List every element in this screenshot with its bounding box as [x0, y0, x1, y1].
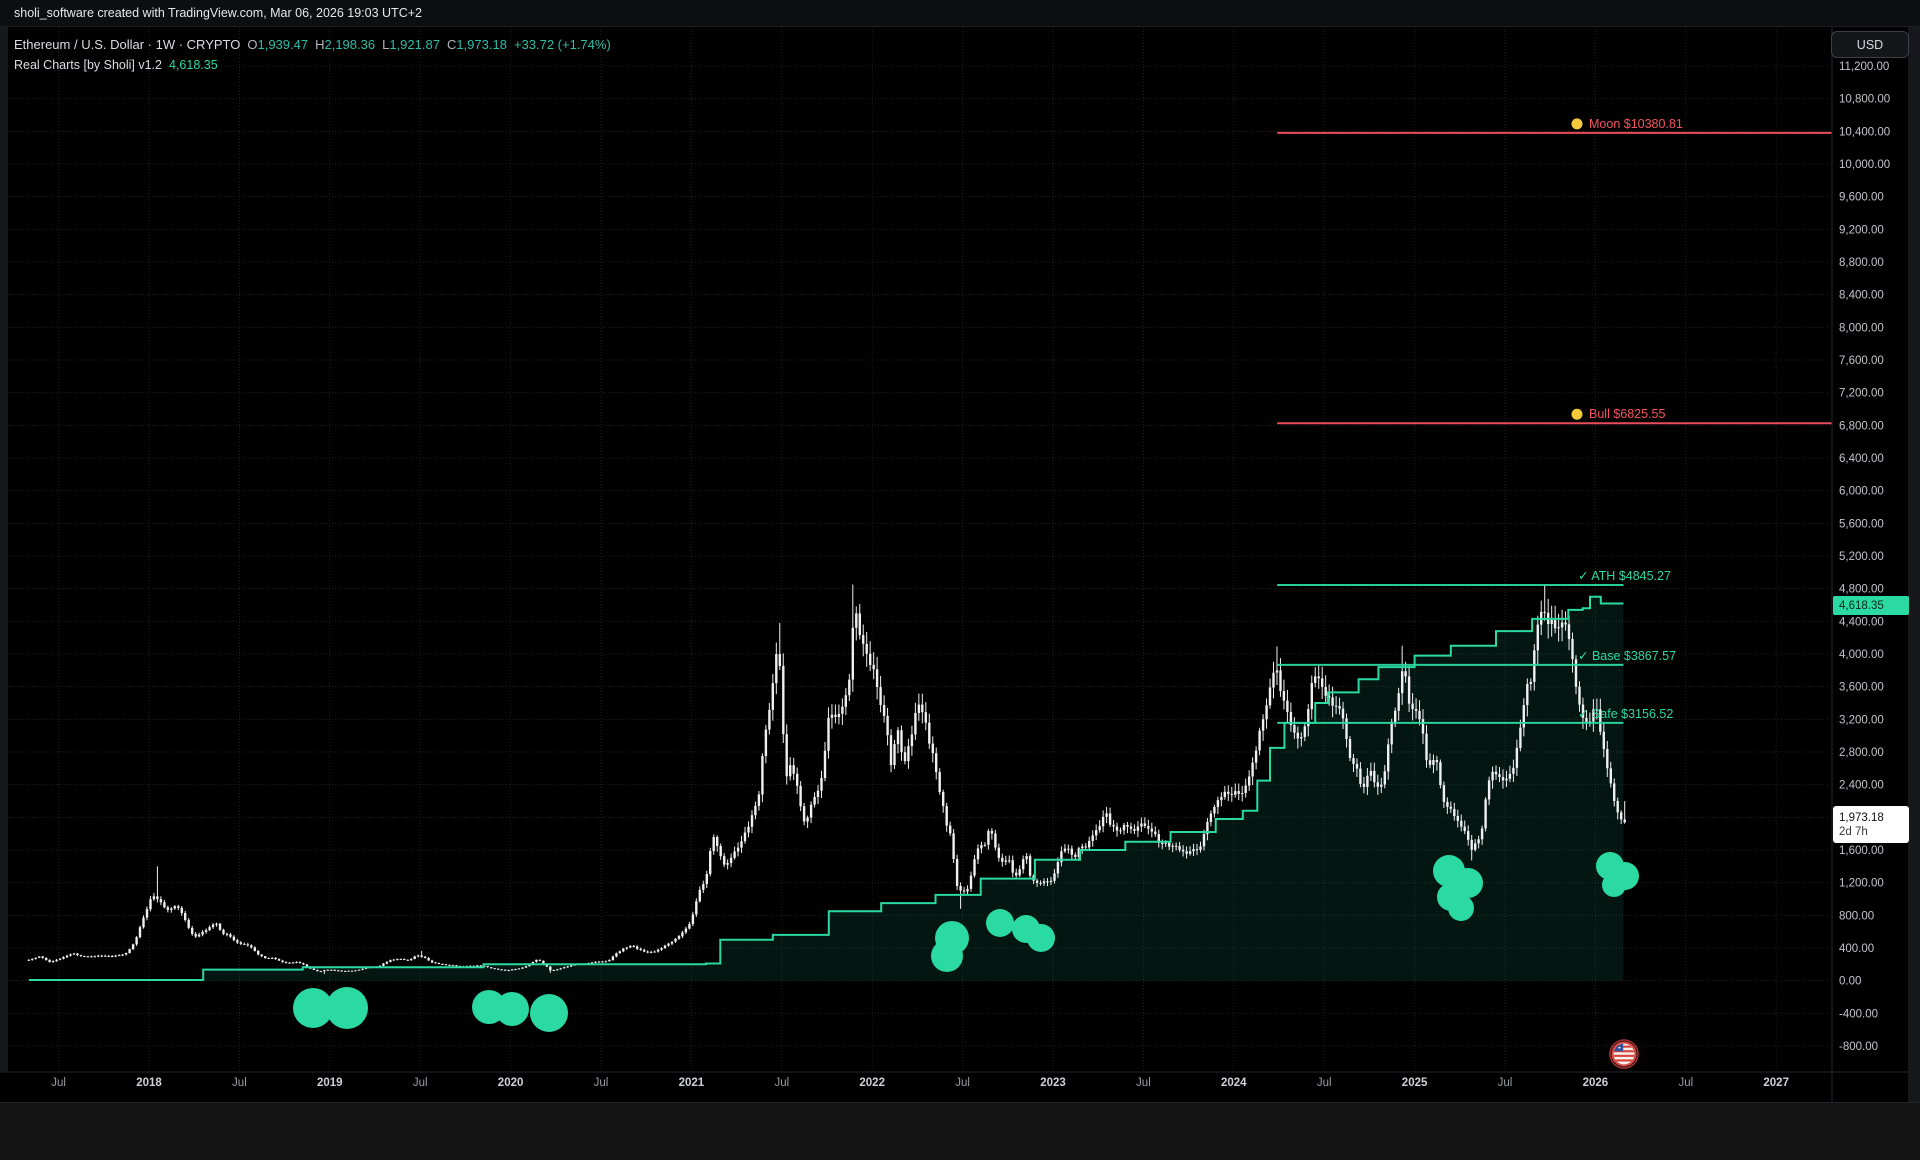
level-lines: Moon $10380.81 Bull $6825.55 ✓ ATH $4845.2… [1277, 117, 1832, 724]
svg-text:400.00: 400.00 [1839, 943, 1874, 955]
svg-text:Jul: Jul [955, 1077, 970, 1089]
svg-text:✓ Safe $3156.52: ✓ Safe $3156.52 [1578, 707, 1673, 721]
pane-right-edge [1908, 27, 1920, 1102]
indicator-title[interactable]: Real Charts [by Sholi] v1.2 [14, 58, 162, 72]
svg-text:2023: 2023 [1040, 1077, 1066, 1089]
svg-text:8,000.00: 8,000.00 [1839, 322, 1884, 334]
svg-text:Jul: Jul [1317, 1077, 1332, 1089]
svg-text:6,400.00: 6,400.00 [1839, 453, 1884, 465]
ohlc-letter: L [382, 37, 390, 52]
indicator-value: 4,618.35 [169, 58, 218, 72]
svg-text:2018: 2018 [136, 1077, 162, 1089]
svg-text:0.00: 0.00 [1839, 976, 1861, 988]
signal-blob-markers [293, 852, 1639, 1032]
svg-text:10,800.00: 10,800.00 [1839, 94, 1890, 106]
svg-text:800.00: 800.00 [1839, 910, 1874, 922]
ohlc-value: 1,973.18 [456, 37, 507, 52]
svg-text:7,200.00: 7,200.00 [1839, 388, 1884, 400]
svg-text:Bull $6825.55: Bull $6825.55 [1589, 407, 1666, 421]
svg-text:9,200.00: 9,200.00 [1839, 224, 1884, 236]
ohlc-letter: O [247, 37, 258, 52]
svg-text:6,000.00: 6,000.00 [1839, 486, 1884, 498]
svg-text:11,200.00: 11,200.00 [1839, 61, 1889, 73]
symbol-title[interactable]: Ethereum / U.S. Dollar · 1W · CRYPTO [14, 37, 241, 52]
svg-text:2024: 2024 [1221, 1077, 1247, 1089]
chart-legend: Ethereum / U.S. Dollar · 1W · CRYPTO O1,9… [14, 36, 611, 74]
svg-text:5,600.00: 5,600.00 [1839, 518, 1884, 530]
svg-text:4,800.00: 4,800.00 [1839, 584, 1884, 596]
ohlc-value: 1,939.47 [257, 37, 309, 52]
attribution-text: sholi_software created with TradingView.… [14, 6, 422, 20]
svg-text:1,600.00: 1,600.00 [1839, 845, 1884, 857]
change-readout: +33.72 (+1.74%) [513, 37, 611, 52]
indicator-price-badge: 4,618.35 [1833, 596, 1909, 615]
svg-text:3,600.00: 3,600.00 [1839, 682, 1884, 694]
svg-text:2,400.00: 2,400.00 [1839, 780, 1884, 792]
us-flag-event-icon[interactable] [1609, 1039, 1639, 1069]
bar-countdown: 2d 7h [1839, 825, 1868, 838]
svg-text:2022: 2022 [859, 1077, 885, 1089]
svg-text:2027: 2027 [1763, 1077, 1789, 1089]
ohlc-letter: H [315, 37, 325, 52]
svg-text:✓ ATH $4845.27: ✓ ATH $4845.27 [1578, 569, 1671, 583]
svg-text:2019: 2019 [317, 1077, 343, 1089]
svg-text:3,200.00: 3,200.00 [1839, 714, 1884, 726]
svg-text:Jul: Jul [1678, 1077, 1693, 1089]
axis-labels: Jul 2018 Jul 2019 Jul 2020 Jul 2021 Jul 2022 Jul 20… [51, 61, 1890, 1089]
svg-text:8,400.00: 8,400.00 [1839, 290, 1884, 302]
last-price-badge: 1,973.18 2d 7h [1833, 806, 1909, 843]
ohlc-value: 2,198.36 [324, 37, 376, 52]
ohlc-letter: C [446, 37, 457, 52]
svg-text:Jul: Jul [1136, 1077, 1151, 1089]
indicator-step-line [28, 595, 1624, 981]
svg-text:Jul: Jul [774, 1077, 789, 1089]
svg-text:4,000.00: 4,000.00 [1839, 649, 1884, 661]
svg-text:✓ Base $3867.57: ✓ Base $3867.57 [1578, 649, 1676, 663]
svg-text:2021: 2021 [679, 1077, 705, 1089]
ohlc-readout: O1,939.47 H2,198.36 L1,921.87 C1,973.18 [240, 37, 507, 52]
svg-text:5,200.00: 5,200.00 [1839, 551, 1884, 563]
bottom-bar: TradingView [0, 1102, 1920, 1160]
svg-text:Jul: Jul [594, 1077, 609, 1089]
pane-left-edge [0, 27, 8, 1072]
svg-text:10,000.00: 10,000.00 [1839, 159, 1890, 171]
svg-text:Jul: Jul [232, 1077, 247, 1089]
svg-text:2026: 2026 [1583, 1077, 1609, 1089]
svg-text:-400.00: -400.00 [1839, 1008, 1878, 1020]
svg-text:4,400.00: 4,400.00 [1839, 616, 1884, 628]
candlestick-series [27, 583, 1626, 974]
svg-text:7,600.00: 7,600.00 [1839, 355, 1884, 367]
last-price-value: 1,973.18 [1839, 811, 1884, 824]
svg-text:10,400.00: 10,400.00 [1839, 126, 1890, 138]
svg-text:Jul: Jul [51, 1077, 66, 1089]
indicator-area-fill [28, 596, 1624, 981]
svg-text:Jul: Jul [413, 1077, 428, 1089]
svg-text:8,800.00: 8,800.00 [1839, 257, 1884, 269]
svg-text:1,200.00: 1,200.00 [1839, 878, 1884, 890]
grid-lines [8, 28, 1832, 1072]
svg-text:6,800.00: 6,800.00 [1839, 420, 1884, 432]
svg-text:9,600.00: 9,600.00 [1839, 192, 1884, 204]
svg-text:2025: 2025 [1402, 1077, 1428, 1089]
svg-text:-800.00: -800.00 [1839, 1041, 1878, 1053]
attribution-bar: sholi_software created with TradingView.… [0, 0, 1920, 27]
svg-text:2020: 2020 [498, 1077, 524, 1089]
svg-text:2,800.00: 2,800.00 [1839, 747, 1884, 759]
svg-text:Jul: Jul [1498, 1077, 1513, 1089]
pane-separators [0, 27, 1920, 1102]
currency-toggle-button[interactable]: USD [1831, 31, 1909, 58]
svg-text:Moon $10380.81: Moon $10380.81 [1589, 117, 1683, 131]
ohlc-value: 1,921.87 [389, 37, 440, 52]
